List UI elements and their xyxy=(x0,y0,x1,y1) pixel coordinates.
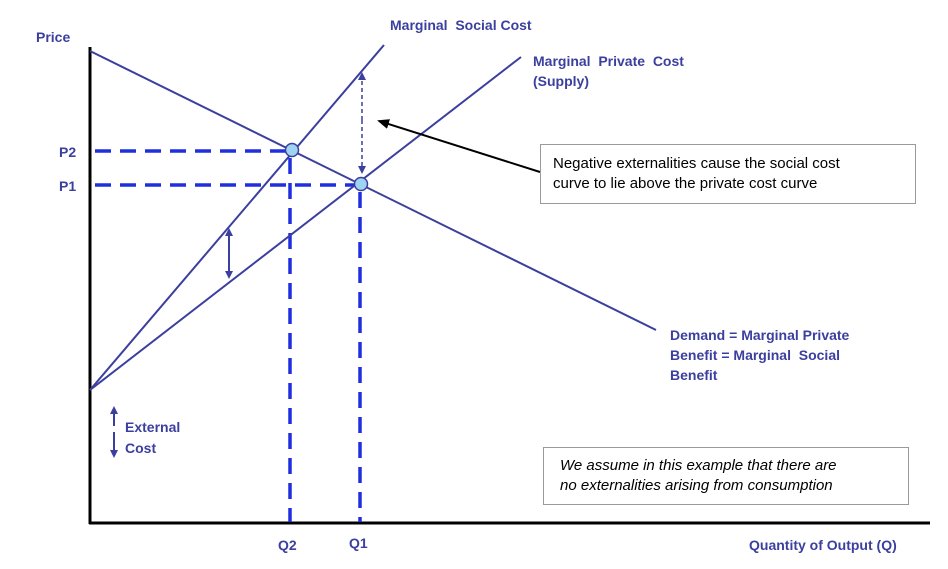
demand-label-line1: Demand = Marginal Private xyxy=(670,327,850,343)
assumption-note-line2: no externalities arising from consumptio… xyxy=(560,477,833,494)
tick-label-p1: P1 xyxy=(59,178,76,194)
demand-label-line3: Benefit xyxy=(670,367,718,383)
mpc-label-line2: (Supply) xyxy=(533,73,589,89)
external-cost-label-line1: External xyxy=(125,419,180,435)
private-equilibrium-point xyxy=(353,176,369,192)
social-equilibrium-point xyxy=(284,142,300,158)
y-axis-label: Price xyxy=(36,29,70,45)
callout-arrow xyxy=(377,119,541,173)
external-cost-label-line2: Cost xyxy=(125,440,156,456)
x-axis-label: Quantity of Output (Q) xyxy=(749,537,897,553)
marginal-social-cost-curve xyxy=(89,44,385,391)
tick-label-q1: Q1 xyxy=(349,535,368,551)
msc-label: Marginal Social Cost xyxy=(390,17,532,33)
demand-curve xyxy=(89,50,657,331)
externality-note-line2: curve to lie above the private cost curv… xyxy=(553,175,818,192)
tick-label-p2: P2 xyxy=(59,144,76,160)
tick-label-q2: Q2 xyxy=(278,537,297,553)
demand-label-line2: Benefit = Marginal Social xyxy=(670,347,840,363)
externality-note-line1: Negative externalities cause the social … xyxy=(553,155,840,172)
mpc-label-line1: Marginal Private Cost xyxy=(533,53,684,69)
assumption-note-line1: We assume in this example that there are xyxy=(560,457,837,474)
assumption-note-box: We assume in this example that there are… xyxy=(543,447,909,505)
externality-note-box: Negative externalities cause the social … xyxy=(540,144,916,204)
marginal-private-cost-curve xyxy=(89,56,522,391)
